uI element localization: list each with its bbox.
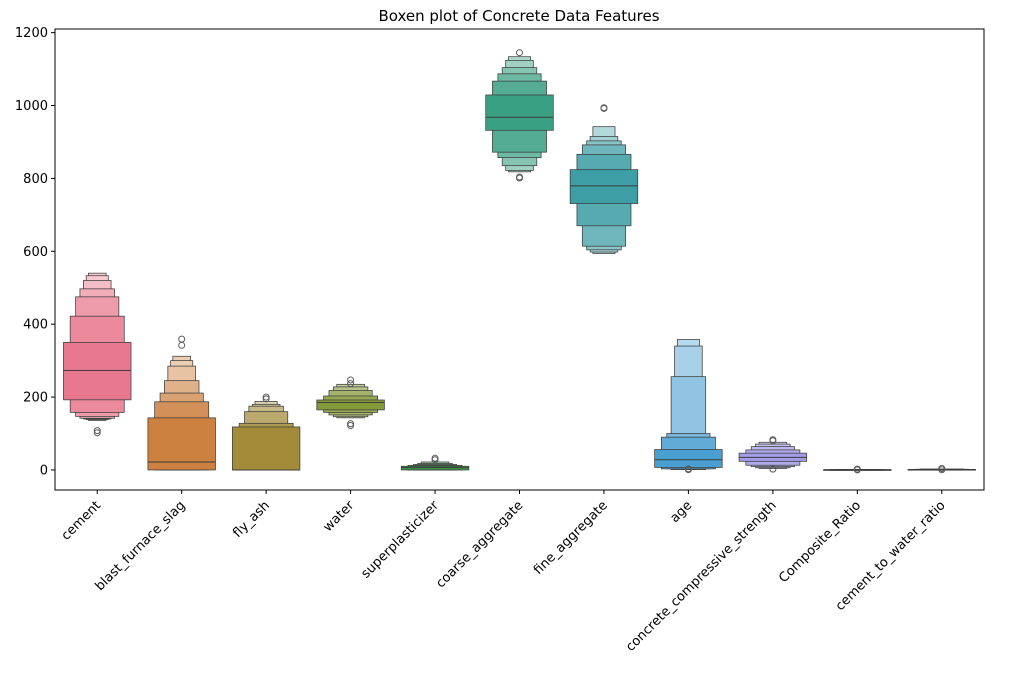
- outlier-point: [262, 393, 270, 401]
- chart-title: Boxen plot of Concrete Data Features: [378, 7, 659, 25]
- y-tick-label: 1000: [15, 99, 48, 114]
- outlier-point: [347, 420, 355, 428]
- outlier-point: [93, 427, 101, 435]
- x-tick-label: fine_aggregate: [531, 498, 611, 578]
- outlier-point: [262, 395, 270, 403]
- outlier-point: [178, 335, 186, 343]
- plot-frame: [54, 28, 985, 491]
- x-tick-label: water: [321, 498, 358, 535]
- outlier-point: [769, 465, 777, 473]
- x-tick-label: superplasticizer: [359, 498, 443, 582]
- outlier-point: [431, 454, 439, 462]
- outlier-point: [347, 380, 355, 388]
- x-tick-label: age: [668, 498, 696, 526]
- outlier-point: [769, 436, 777, 444]
- outlier-point: [516, 49, 523, 57]
- boxen-group: [231, 393, 301, 471]
- outlier-point: [938, 465, 946, 472]
- outlier-point: [684, 465, 692, 473]
- boxen-group: [654, 339, 723, 474]
- outlier-point: [347, 422, 355, 429]
- boxen-box: [231, 426, 301, 471]
- outlier-point: [93, 429, 101, 437]
- y-tick-label: 200: [23, 391, 48, 406]
- outlier-point: [600, 104, 608, 112]
- outlier-point: [853, 465, 861, 473]
- x-tick-label: Composite_Ratio: [776, 498, 864, 586]
- boxen-group: [569, 104, 639, 254]
- y-tick-label: 1200: [15, 26, 48, 41]
- y-tick-label: 400: [23, 318, 48, 333]
- x-tick-label: blast_furnace_slag: [93, 498, 189, 594]
- boxen-group: [147, 335, 216, 471]
- boxen-box: [485, 94, 554, 131]
- y-tick-label: 800: [23, 172, 48, 187]
- boxen-group: [907, 465, 976, 474]
- y-tick-label: 600: [23, 245, 48, 260]
- boxes-layer: [63, 49, 976, 474]
- x-tick-label: coarse_aggregate: [433, 498, 526, 591]
- y-axis: 0 200 400 600 800 1000 1200: [15, 26, 55, 478]
- boxen-group: [400, 454, 470, 471]
- x-tick-label: fly_ash: [230, 498, 273, 541]
- outlier-point: [516, 173, 523, 181]
- boxen-box: [654, 449, 723, 468]
- boxen-box: [316, 399, 385, 411]
- boxen-box: [147, 417, 216, 471]
- boxen-group: [738, 436, 808, 473]
- boxen-group: [316, 376, 385, 429]
- outlier-point: [347, 376, 355, 384]
- boxen-group: [63, 272, 132, 437]
- y-tick-label: 0: [40, 463, 48, 478]
- boxen-box: [63, 342, 132, 401]
- boxen-group: [485, 49, 554, 182]
- boxen-box: [569, 169, 639, 204]
- x-tick-label: cement: [59, 498, 104, 543]
- boxen-group: [823, 465, 892, 474]
- x-tick-label: concrete_compressive_strength: [623, 498, 780, 655]
- outlier-point: [178, 341, 186, 349]
